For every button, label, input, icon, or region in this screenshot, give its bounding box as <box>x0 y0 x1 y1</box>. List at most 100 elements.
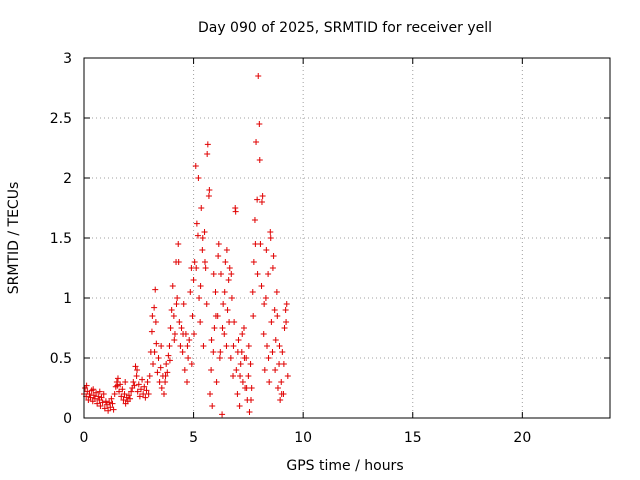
data-point <box>175 241 182 247</box>
data-point <box>162 379 169 385</box>
data-point <box>225 277 232 283</box>
data-point <box>158 343 165 349</box>
x-axis-label: GPS time / hours <box>286 458 403 474</box>
data-point <box>212 313 219 319</box>
data-point <box>151 304 158 311</box>
data-point <box>278 379 285 385</box>
y-tick-label: 1 <box>63 291 72 307</box>
data-point <box>191 331 198 337</box>
data-point <box>146 373 153 379</box>
data-point <box>231 319 238 325</box>
data-point <box>269 349 276 355</box>
grid-lines <box>84 58 610 418</box>
data-point <box>162 373 169 379</box>
data-point <box>152 319 159 325</box>
data-point <box>101 405 108 412</box>
data-point <box>83 382 90 389</box>
data-point <box>106 399 113 406</box>
data-point <box>283 319 290 325</box>
y-tick-label: 1.5 <box>50 231 72 247</box>
data-point <box>259 193 266 199</box>
data-point <box>143 387 150 394</box>
y-tick-label: 0.5 <box>50 351 72 367</box>
data-point <box>280 361 287 367</box>
data-points <box>81 73 291 418</box>
data-point <box>151 349 158 355</box>
data-point <box>94 400 101 407</box>
x-tick-labels: 0 5 10 15 20 <box>80 430 532 446</box>
data-point <box>262 295 269 301</box>
data-point <box>248 397 255 403</box>
data-point <box>134 388 141 395</box>
data-point <box>122 379 129 385</box>
data-point <box>156 379 163 385</box>
data-point <box>209 403 216 409</box>
data-point <box>180 331 187 337</box>
data-point <box>283 301 290 307</box>
data-point <box>196 295 203 301</box>
data-point <box>184 379 191 385</box>
data-point <box>245 373 252 379</box>
data-point <box>256 121 263 127</box>
data-point <box>216 355 223 361</box>
x-tick-label: 20 <box>513 430 531 446</box>
data-point <box>86 391 93 397</box>
data-point <box>269 265 276 271</box>
data-point <box>130 379 137 385</box>
data-point <box>256 157 263 163</box>
data-point <box>167 325 174 331</box>
data-point <box>230 343 237 349</box>
data-point <box>241 355 248 361</box>
data-point <box>263 247 270 253</box>
data-point <box>261 301 268 307</box>
data-point <box>178 325 185 331</box>
data-point <box>239 331 246 337</box>
data-point <box>222 259 229 265</box>
data-point <box>219 411 226 418</box>
data-point <box>132 363 139 370</box>
data-point <box>177 343 184 349</box>
data-point <box>197 283 204 289</box>
data-point <box>228 271 235 277</box>
data-point <box>198 205 205 211</box>
data-point <box>186 337 193 343</box>
data-point <box>144 379 151 385</box>
data-point <box>139 376 146 383</box>
data-point <box>125 392 132 399</box>
data-point <box>204 141 211 148</box>
data-point <box>205 193 212 199</box>
data-point <box>228 295 235 301</box>
data-point <box>174 295 181 301</box>
data-point <box>223 247 230 253</box>
data-point <box>237 373 244 379</box>
data-point <box>179 349 186 355</box>
data-point <box>197 319 204 325</box>
data-point <box>189 313 196 319</box>
data-point <box>215 241 222 247</box>
x-tick-label: 0 <box>80 430 89 446</box>
data-point <box>199 235 206 241</box>
data-point <box>127 395 134 402</box>
data-point <box>270 253 277 259</box>
data-point <box>193 265 200 271</box>
data-point <box>165 352 172 359</box>
data-point <box>282 307 289 313</box>
data-point <box>95 393 102 400</box>
data-point <box>202 265 209 271</box>
data-point <box>206 187 213 193</box>
axis-ticks <box>83 57 610 419</box>
data-point <box>257 241 264 247</box>
y-tick-label: 2.5 <box>50 111 72 127</box>
data-point <box>168 307 175 313</box>
data-point <box>171 337 178 343</box>
data-point <box>201 259 208 265</box>
y-tick-label: 0 <box>63 411 72 427</box>
data-point <box>184 343 191 349</box>
data-point <box>173 301 180 307</box>
data-point <box>199 247 206 253</box>
data-point <box>249 289 256 295</box>
data-point <box>212 289 219 295</box>
data-point <box>120 397 127 403</box>
